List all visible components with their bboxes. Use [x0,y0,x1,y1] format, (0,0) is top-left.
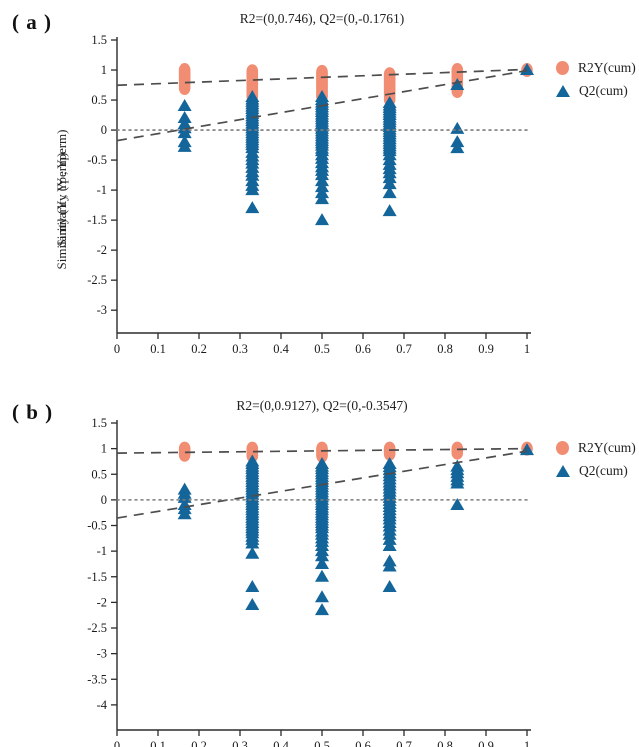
svg-text:-1: -1 [97,183,107,197]
svg-text:0.9: 0.9 [478,739,494,747]
q2-triangle-icon [556,85,570,97]
svg-text:0.6: 0.6 [355,739,371,747]
r2y-circle-icon [556,441,569,455]
svg-text:-2: -2 [97,243,107,257]
legend-item-r2y: R2Y(cum) [556,60,636,76]
svg-text:0: 0 [114,739,120,747]
svg-text:1: 1 [101,63,107,77]
svg-text:-3: -3 [97,647,107,661]
svg-text:1.5: 1.5 [91,33,107,47]
legend-item-q2: Q2(cum) [556,463,636,479]
svg-text:-3.5: -3.5 [87,672,107,686]
svg-text:0.5: 0.5 [314,739,330,747]
svg-text:0.7: 0.7 [396,739,412,747]
svg-text:-1: -1 [97,544,107,558]
panel-b-title: R2=(0,0.9127), Q2=(0,-0.3547) [236,398,408,413]
svg-text:0: 0 [101,123,107,137]
panel-a-plot: 1.5 1 0.5 0 -0.5 -1 -1.5 -2 -2.5 -3 0 0.1 0.2 0.3 0.4 0… [87,33,534,356]
legend-label-q2: Q2(cum) [579,83,628,98]
svg-text:0.6: 0.6 [355,342,371,356]
svg-text:0.3: 0.3 [232,342,248,356]
svg-text:-1.5: -1.5 [87,213,107,227]
svg-text:-0.5: -0.5 [87,153,107,167]
svg-text:0.1: 0.1 [150,342,166,356]
svg-text:0.9: 0.9 [478,342,494,356]
legend-item-q2: Q2(cum) [556,83,636,99]
svg-text:-3: -3 [97,303,107,317]
svg-text:0.5: 0.5 [314,342,330,356]
panel-a-label: ( a ) [12,10,52,34]
legend-label-r2y: R2Y(cum) [578,440,636,455]
panel-b-plot: 1.5 1 0.5 0 -0.5 -1 -1.5 -2 -2.5 -3 -3.5 -4 0 0.1 0.2 0… [87,416,534,747]
svg-text:0: 0 [101,493,107,507]
svg-text:0.5: 0.5 [91,467,107,481]
panel-a-legend: R2Y(cum) Q2(cum) [556,60,636,99]
svg-text:-1.5: -1.5 [87,570,107,584]
svg-text:-2.5: -2.5 [87,273,107,287]
panel-a-title: R2=(0,0.746), Q2=(0,-0.1761) [239,11,405,26]
svg-text:1: 1 [524,342,530,356]
panel-b-label: ( b ) [12,400,54,424]
svg-text:-2: -2 [97,595,107,609]
svg-text:-4: -4 [97,698,108,712]
svg-text:1.5: 1.5 [91,416,107,430]
q2-triangle-icon [556,465,570,477]
svg-text:0.5: 0.5 [91,93,107,107]
panel-b: ( b ) R2=(0,0.9127), Q2=(0,-0.3547) Simi… [0,153,639,747]
svg-text:0.8: 0.8 [437,342,453,356]
svg-text:0.7: 0.7 [396,342,412,356]
svg-text:1: 1 [524,739,530,747]
svg-text:0.2: 0.2 [191,739,207,747]
legend-item-r2y: R2Y(cum) [556,440,636,456]
svg-text:-2.5: -2.5 [87,621,107,635]
svg-text:0.2: 0.2 [191,342,207,356]
panel-a: ( a ) R2=(0,0.746), Q2=(0,-0.1761) Simil… [12,10,636,356]
svg-text:0.3: 0.3 [232,739,248,747]
svg-text:0.1: 0.1 [150,739,166,747]
svg-text:0.8: 0.8 [437,739,453,747]
svg-text:1: 1 [101,442,107,456]
svg-text:0.4: 0.4 [273,342,289,356]
r2y-circle-icon [556,61,569,75]
svg-text:0: 0 [114,342,120,356]
svg-text:0.4: 0.4 [273,739,289,747]
svg-text:-0.5: -0.5 [87,519,107,533]
panel-b-legend: R2Y(cum) Q2(cum) [556,440,636,479]
legend-label-q2: Q2(cum) [579,463,628,478]
legend-label-r2y: R2Y(cum) [578,60,636,75]
